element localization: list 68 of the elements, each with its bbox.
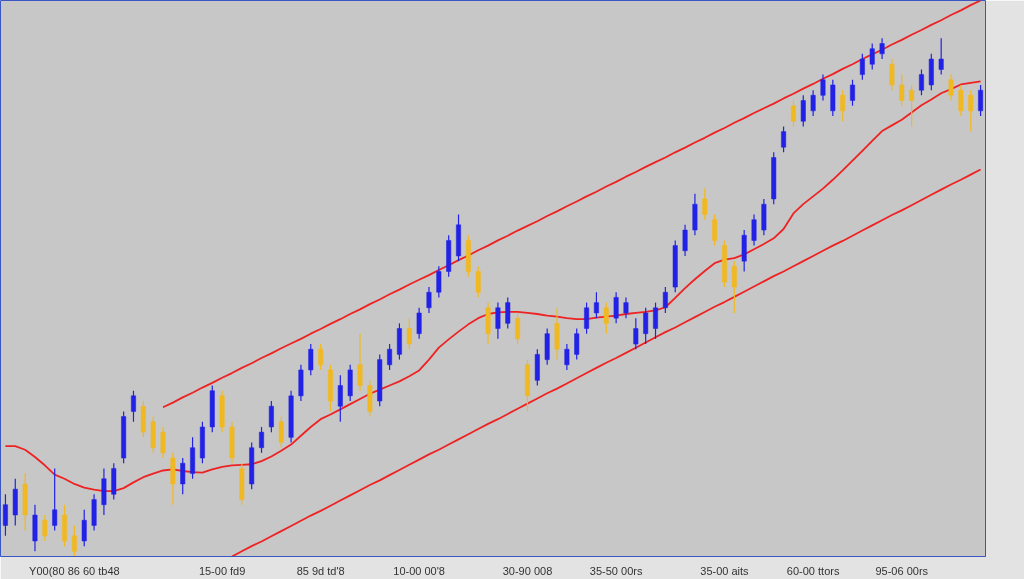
candlestick	[810, 89, 816, 117]
candlestick	[81, 509, 87, 547]
candlestick	[564, 343, 570, 371]
candlestick	[909, 84, 915, 128]
candlestick	[682, 224, 688, 257]
candlestick	[475, 265, 481, 299]
candlestick	[859, 53, 865, 81]
candlestick	[712, 213, 718, 247]
x-tick-label: 10-00 00'8	[393, 564, 445, 577]
x-tick-label: 30-90 008	[502, 564, 553, 577]
candlestick	[2, 493, 8, 537]
candlestick	[505, 296, 511, 330]
candlestick	[71, 524, 77, 557]
x-tick-label: Y00(80 86 60 tb48	[29, 564, 120, 577]
candlestick	[436, 265, 442, 299]
candlestick	[495, 302, 501, 340]
candlestick	[840, 89, 846, 122]
candlestick	[731, 260, 737, 314]
candlestick	[968, 89, 974, 133]
candlestick	[850, 79, 855, 107]
candlestick	[416, 307, 422, 340]
candlestick	[42, 514, 48, 542]
candlestick	[131, 390, 136, 423]
candlestick	[978, 84, 984, 117]
candlestick	[958, 84, 964, 117]
candlestick	[308, 343, 314, 376]
candlestick	[899, 74, 905, 107]
candlestick	[337, 374, 343, 423]
candlestick	[869, 42, 875, 71]
x-tick-label: 35-00 aits	[700, 564, 750, 577]
candlestick	[643, 307, 649, 345]
x-tick-label: 85 9d td'8	[296, 564, 345, 577]
x-tick-label: 35-50 00rs	[589, 564, 643, 577]
candlestick	[574, 327, 580, 361]
x-tick-label: 60-00 ttors	[786, 564, 840, 577]
candlestick	[387, 343, 393, 371]
candlestick	[662, 286, 668, 314]
candlestick	[800, 94, 806, 128]
candlestick	[702, 188, 708, 221]
candlestick	[613, 291, 619, 324]
candlestick	[603, 302, 609, 335]
candlestick	[919, 68, 924, 96]
candlestick	[515, 312, 521, 345]
candlestick	[584, 302, 590, 335]
candlestick	[790, 99, 796, 128]
candlestick	[268, 400, 274, 433]
x-tick-label: 15-00 fd9	[198, 564, 246, 577]
candlestick	[623, 296, 629, 319]
candlestick	[357, 333, 363, 392]
candlestick	[633, 317, 639, 350]
candlestick	[593, 291, 599, 319]
candlestick	[180, 457, 186, 495]
candlestick	[879, 37, 885, 60]
x-tick-label: 95-06 00rs	[875, 564, 929, 577]
candlestick	[889, 58, 895, 91]
candlestick	[318, 343, 324, 371]
candlestick	[160, 426, 166, 459]
candlestick	[278, 415, 284, 449]
candlestick	[820, 74, 826, 102]
candlestick	[781, 125, 787, 153]
candlestick	[406, 317, 412, 350]
candlestick	[948, 74, 954, 102]
candlestick	[259, 426, 264, 454]
candlestick	[52, 467, 58, 532]
candlestick	[653, 302, 658, 340]
candlestick	[751, 213, 757, 247]
candlestick	[426, 286, 432, 314]
candlestick	[938, 37, 944, 76]
